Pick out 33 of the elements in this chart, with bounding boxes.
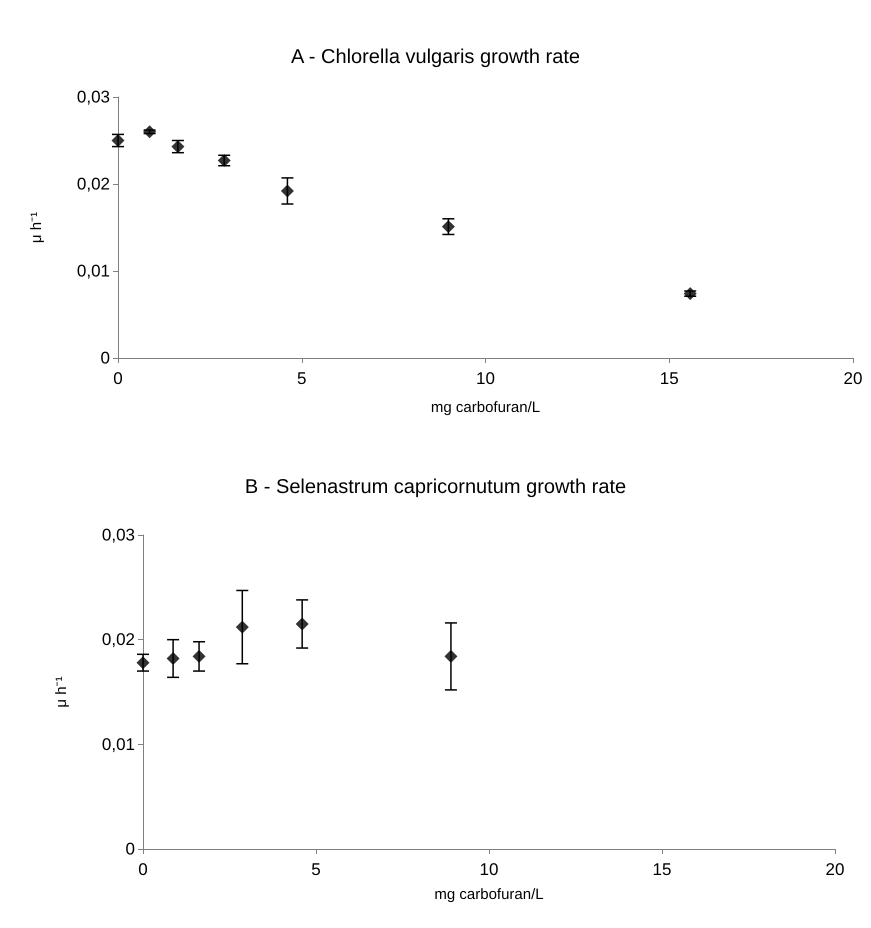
x-tick-label: 15 [660, 369, 679, 388]
y-tick-label: 0,03 [76, 88, 110, 106]
x-tick-label: 15 [652, 860, 672, 879]
y-axis-title: μ h⁻¹ [53, 676, 70, 708]
chart-title: A - Chlorella vulgaris growth rate [290, 46, 580, 68]
y-tick-label: 0,03 [102, 526, 135, 544]
point [296, 617, 309, 630]
point [166, 652, 180, 666]
point [143, 125, 156, 138]
point [192, 650, 206, 663]
y-tick-label: 0,02 [102, 630, 135, 650]
y-tick-label: 0 [100, 348, 110, 368]
y-tick-label: 0,02 [76, 174, 110, 194]
x-axis-title: mg carbofuran/L [430, 399, 540, 416]
y-axis-title: μ h⁻¹ [28, 212, 45, 244]
x-tick-label: 20 [844, 369, 862, 388]
point [112, 134, 124, 147]
point [444, 650, 458, 663]
x-tick-label: 10 [480, 860, 498, 879]
x-tick-label: 0 [138, 860, 148, 879]
point [136, 656, 150, 670]
y-tick-label: 0,01 [76, 262, 110, 280]
y-tick-label: 0 [126, 840, 135, 858]
chart-title: B - Selenastrum capricornutum growth rate [244, 476, 626, 498]
point [280, 184, 294, 198]
x-tick-label: 10 [476, 369, 495, 388]
point [684, 287, 697, 300]
x-tick-label: 20 [826, 860, 844, 879]
x-axis-title: mg carbofuran/L [434, 886, 544, 903]
y-tick-label: 0,01 [102, 734, 135, 754]
x-tick-label: 5 [311, 860, 321, 879]
point [236, 620, 249, 634]
x-tick-label: 5 [297, 369, 306, 388]
